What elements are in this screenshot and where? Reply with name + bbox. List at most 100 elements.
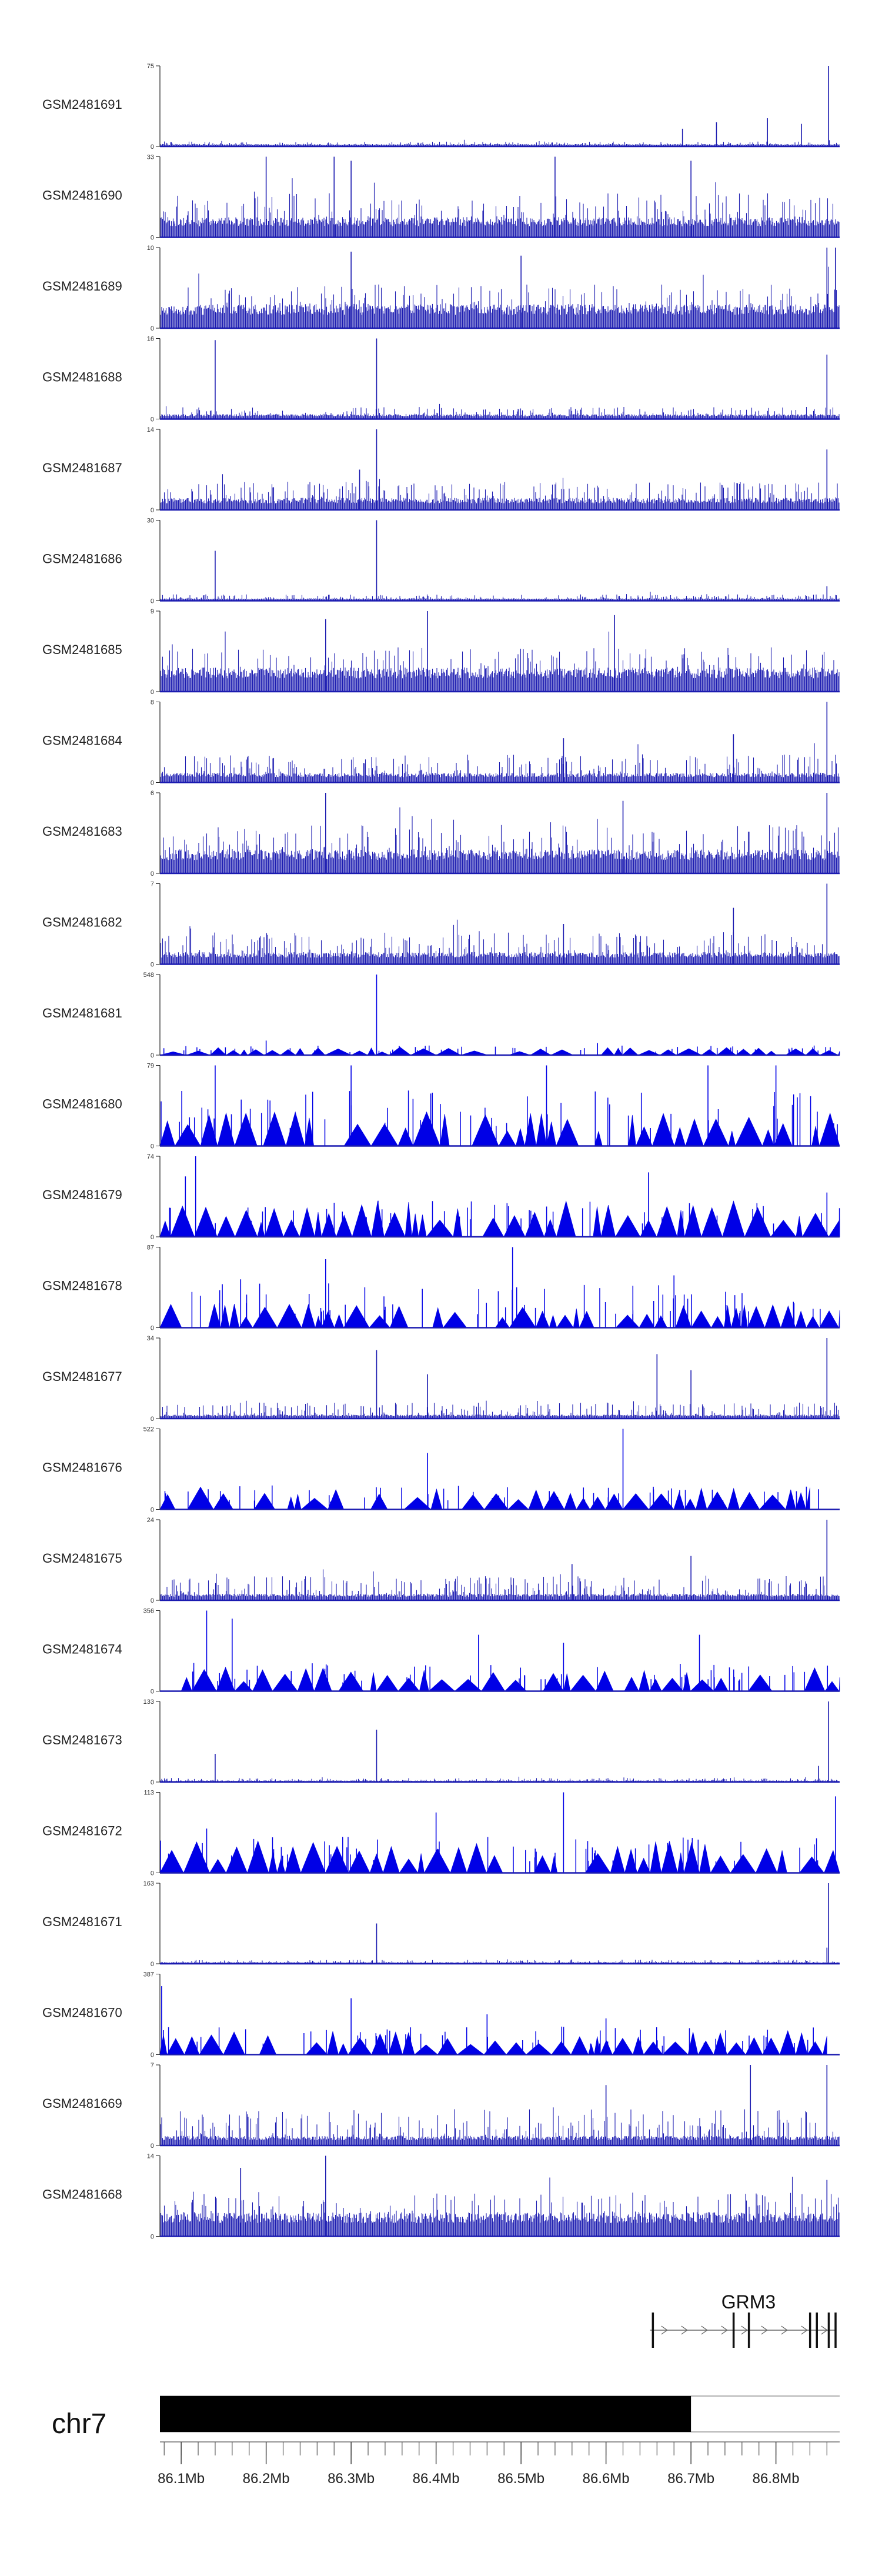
y-max-label: 9	[151, 608, 154, 615]
track-label: GSM2481672	[42, 1824, 122, 1838]
y-zero-label: 0	[151, 962, 154, 969]
track-label: GSM2481683	[42, 824, 122, 839]
track-label: GSM2481684	[42, 733, 122, 748]
track-label: GSM2481669	[42, 2096, 122, 2111]
chromosome-label: chr7	[52, 2408, 106, 2440]
y-zero-label: 0	[151, 598, 154, 605]
y-max-label: 87	[147, 1244, 154, 1252]
track-GSM2481690: GSM2481690 33 0	[42, 154, 840, 242]
peak-area	[159, 1840, 840, 1874]
signal-bars	[160, 139, 840, 146]
y-zero-label: 0	[151, 1507, 154, 1514]
peak-spikes	[161, 1090, 838, 1146]
track-GSM2481691: GSM2481691 75 0	[42, 63, 840, 151]
y-max-label: 7	[151, 2062, 154, 2069]
peak-spikes	[169, 1200, 840, 1237]
track-label: GSM2481674	[42, 1642, 122, 1657]
y-max-label: 356	[143, 1608, 154, 1615]
peak-spikes	[160, 1837, 833, 1873]
y-max-label: 133	[143, 1699, 154, 1706]
gene-exon	[732, 2313, 735, 2348]
cytoband	[160, 2396, 691, 2432]
y-max-label: 34	[147, 1335, 154, 1342]
y-max-label: 10	[147, 245, 154, 252]
track-GSM2481683: GSM2481683 6 0	[42, 790, 840, 877]
axis-tick-label: 86.7Mb	[667, 2471, 714, 2487]
y-zero-label: 0	[151, 1052, 154, 1059]
axis-tick-label: 86.2Mb	[243, 2471, 290, 2487]
strand-arrow-icon	[701, 2325, 708, 2335]
y-max-label: 8	[151, 699, 154, 706]
signal-bars	[160, 266, 840, 328]
y-max-label: 74	[147, 1153, 154, 1160]
strand-arrow-icon	[801, 2325, 808, 2335]
axis-tick-label: 86.3Mb	[328, 2471, 375, 2487]
y-max-label: 79	[147, 1063, 154, 1070]
y-zero-label: 0	[151, 870, 154, 877]
signal-bars	[160, 1400, 840, 1419]
track-label: GSM2481670	[42, 2006, 122, 2020]
track-GSM2481670: GSM2481670 387 0	[42, 1971, 840, 2059]
signal-bars	[160, 474, 840, 510]
peak-spikes	[164, 1485, 807, 1510]
track-GSM2481672: GSM2481672 113 0	[42, 1790, 840, 1877]
signal-bars	[160, 919, 840, 965]
track-GSM2481686: GSM2481686 30 0	[42, 518, 840, 605]
y-zero-label: 0	[151, 1779, 154, 1786]
track-label: GSM2481690	[42, 188, 122, 203]
track-GSM2481682: GSM2481682 7 0	[42, 881, 840, 969]
axis-tick-label: 86.4Mb	[413, 2471, 460, 2487]
track-GSM2481679: GSM2481679 74 0	[42, 1153, 840, 1241]
peak-area	[159, 1111, 840, 1147]
track-GSM2481680: GSM2481680 79 0	[42, 1063, 840, 1150]
track-GSM2481673: GSM2481673 133 0	[42, 1699, 840, 1786]
signal-bars	[160, 1569, 840, 1600]
track-GSM2481677: GSM2481677 34 0	[42, 1335, 840, 1423]
track-label: GSM2481681	[42, 1006, 122, 1020]
y-max-label: 24	[147, 1517, 154, 1524]
track-label: GSM2481689	[42, 279, 122, 293]
track-label: GSM2481685	[42, 642, 122, 657]
y-max-label: 6	[151, 790, 154, 797]
peak-spikes	[191, 1283, 821, 1328]
peak-area	[181, 1666, 840, 1692]
gene-exon	[808, 2313, 811, 2348]
peak-area	[159, 1303, 840, 1329]
y-zero-label: 0	[151, 780, 154, 787]
track-label: GSM2481675	[42, 1551, 122, 1566]
y-zero-label: 0	[151, 325, 154, 332]
genomic-axis: 86.1Mb 86.2Mb 86.3Mb 86.4Mb 86.5Mb 86.6Mb 86.7…	[158, 2441, 840, 2487]
peak-area	[159, 1047, 840, 1056]
axis-tick-label: 86.8Mb	[753, 2471, 800, 2487]
track-GSM2481684: GSM2481684 8 0	[42, 699, 840, 787]
track-label: GSM2481678	[42, 1279, 122, 1293]
ideogram-track: chr7	[52, 2395, 840, 2440]
signal-bars	[160, 178, 840, 238]
track-label: GSM2481680	[42, 1097, 122, 1112]
track-label: GSM2481682	[42, 915, 122, 930]
track-label: GSM2481668	[42, 2187, 122, 2202]
y-zero-label: 0	[151, 1597, 154, 1604]
strand-arrow-icon	[741, 2325, 748, 2335]
strand-arrow-icon	[681, 2325, 688, 2335]
track-GSM2481681: GSM2481681 548 0	[42, 972, 840, 1059]
y-zero-label: 0	[151, 1234, 154, 1241]
strand-arrow-icon	[821, 2325, 828, 2335]
track-label: GSM2481677	[42, 1369, 122, 1384]
y-max-label: 14	[147, 426, 154, 433]
y-max-label: 30	[147, 518, 154, 525]
signal-bars	[160, 403, 840, 419]
signal-bars	[160, 807, 840, 873]
gene-exon	[652, 2313, 654, 2348]
y-max-label: 75	[147, 63, 154, 70]
y-max-label: 163	[143, 1880, 154, 1887]
track-label: GSM2481671	[42, 1914, 122, 1929]
y-zero-label: 0	[151, 416, 154, 423]
strand-arrow-icon	[661, 2325, 668, 2335]
y-max-label: 113	[143, 1790, 154, 1797]
track-GSM2481676: GSM2481676 522 0	[42, 1426, 840, 1514]
y-zero-label: 0	[151, 1143, 154, 1150]
y-max-label: 522	[143, 1426, 154, 1433]
track-GSM2481688: GSM2481688 16 0	[42, 336, 840, 423]
track-GSM2481689: GSM2481689 10 0	[42, 245, 840, 332]
